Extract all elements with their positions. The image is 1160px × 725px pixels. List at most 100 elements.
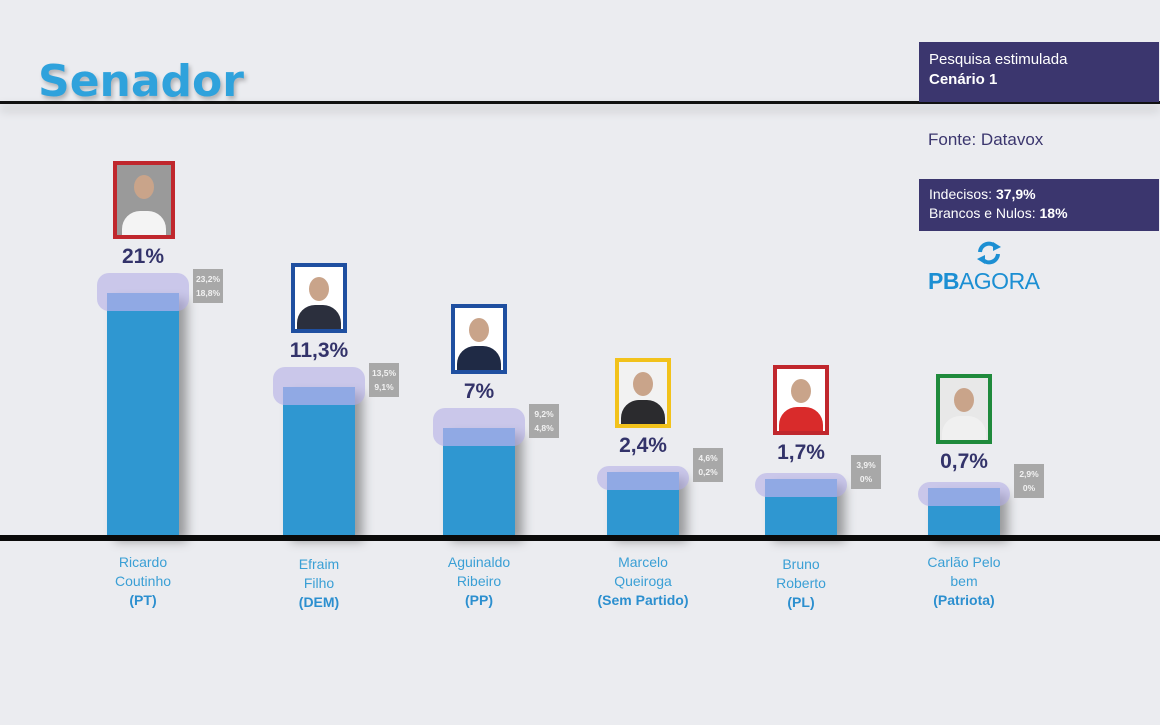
candidate-party: (Sem Partido)	[597, 592, 689, 608]
margin-range-2	[433, 407, 525, 446]
photo-head	[633, 371, 653, 396]
source-label: Fonte: Datavox	[928, 130, 1044, 149]
photo-background	[777, 368, 825, 431]
photo-background	[940, 378, 988, 441]
photo-background	[295, 266, 343, 329]
margin-range-1	[273, 366, 365, 405]
upper-bound-label: 9,2%	[534, 408, 554, 419]
candidate-photo-5	[936, 374, 992, 445]
logo-text: PBAGORA	[928, 268, 1040, 294]
margin-box-5: 2,9% 0%	[1014, 464, 1044, 499]
candidate-first-name: Bruno	[782, 556, 820, 572]
chart-baseline	[0, 535, 1160, 541]
candidate-label-0: Ricardo Coutinho (PT)	[68, 553, 218, 610]
bar-cap-5	[928, 488, 1000, 507]
candidate-first-name: Efraim	[298, 556, 340, 572]
photo-body	[122, 211, 166, 236]
value-label-2: 7%	[463, 379, 495, 403]
refresh-arrows-icon	[977, 241, 1001, 265]
candidate-photo-2	[451, 303, 507, 374]
margin-range-4	[755, 472, 847, 497]
blank-null-row: Brancos e Nulos: 18%	[929, 204, 1149, 223]
photo-head	[469, 317, 489, 342]
margin-box-1: 13,5% 9,1%	[369, 362, 399, 397]
photo-head	[134, 175, 154, 200]
lower-bound-label: 9,1%	[374, 381, 394, 392]
photo-background	[619, 361, 667, 424]
candidate-first-name: Ricardo	[118, 554, 168, 570]
candidate-second-name: Roberto	[776, 575, 826, 591]
margin-range-3	[597, 465, 689, 490]
upper-bound-label: 2,9%	[1019, 469, 1039, 480]
photo-background	[455, 307, 503, 370]
candidate-photo-1	[291, 262, 347, 333]
pbagora-logo: PBAGORA	[928, 240, 1058, 300]
candidate-party: (PP)	[465, 592, 493, 608]
margin-range-5	[918, 482, 1010, 507]
scenario-label: Cenário 1	[929, 71, 998, 88]
photo-body	[457, 345, 501, 370]
bar-cap-0	[107, 293, 179, 312]
lower-bound-label: 0%	[1022, 483, 1036, 494]
bar-2	[443, 427, 515, 535]
header-divider	[0, 101, 1160, 104]
candidate-second-name: Filho	[303, 575, 335, 591]
photo-body	[779, 406, 823, 431]
bar-cap-3	[607, 471, 679, 490]
candidate-label-4: Bruno Roberto (PL)	[726, 555, 876, 612]
lower-bound-label: 18,8%	[195, 288, 221, 299]
photo-body	[942, 416, 986, 441]
candidate-photo-3	[615, 357, 671, 428]
bar-3	[607, 471, 679, 535]
bar-5	[928, 488, 1000, 535]
value-label-4: 1,7%	[777, 440, 825, 464]
undecided-value: 37,9%	[995, 186, 1036, 202]
margin-box-3: 4,6% 0,2%	[693, 447, 723, 482]
photo-head	[309, 276, 329, 301]
photo-body	[297, 304, 341, 329]
upper-bound-label: 4,6%	[698, 452, 718, 463]
lower-bound-label: 0%	[859, 473, 873, 484]
candidate-label-2: Aguinaldo Ribeiro (PP)	[404, 553, 554, 610]
bar-cap-1	[283, 386, 355, 405]
candidate-second-name: Queiroga	[614, 573, 672, 589]
page-title: Senador	[38, 56, 244, 107]
candidate-second-name: Coutinho	[114, 573, 172, 589]
candidate-second-name: Ribeiro	[456, 573, 502, 589]
undecided-panel: Indecisos: 37,9% Brancos e Nulos: 18%	[919, 179, 1159, 231]
candidate-party: (PT)	[129, 592, 157, 608]
survey-info-panel: Pesquisa estimulada Cenário 1	[919, 42, 1159, 102]
candidate-label-5: Carlão Pelo bem (Patriota)	[889, 553, 1039, 610]
upper-bound-label: 13,5%	[371, 367, 397, 378]
survey-type: Pesquisa estimulada	[929, 51, 1068, 68]
bar-0	[107, 293, 179, 535]
bar-cap-2	[443, 427, 515, 446]
upper-bound-label: 23,2%	[195, 274, 221, 285]
value-label-0: 21%	[121, 245, 165, 269]
margin-box-0: 23,2% 18,8%	[193, 269, 223, 304]
candidate-first-name: Marcelo	[618, 554, 668, 570]
candidate-label-1: Efraim Filho (DEM)	[244, 555, 394, 612]
photo-body	[621, 399, 665, 424]
photo-background	[117, 165, 171, 236]
value-label-5: 0,7%	[940, 450, 988, 474]
blank-null-value: 18%	[1039, 205, 1068, 221]
candidate-photo-4	[773, 364, 829, 435]
undecided-label: Indecisos:	[929, 186, 993, 202]
candidate-first-name: Aguinaldo	[447, 554, 511, 570]
bar-4	[765, 478, 837, 535]
candidate-label-3: Marcelo Queiroga (Sem Partido)	[568, 553, 718, 610]
candidate-party: (DEM)	[298, 594, 340, 610]
candidate-first-name: Carlão Pelo	[927, 554, 1001, 570]
bar-cap-4	[765, 478, 837, 497]
photo-head	[954, 388, 974, 413]
candidate-party: (PL)	[787, 594, 815, 610]
lower-bound-label: 0,2%	[698, 466, 718, 477]
margin-range-0	[97, 273, 189, 312]
value-label-1: 11,3%	[289, 338, 349, 362]
blank-null-label: Brancos e Nulos:	[929, 205, 1036, 221]
photo-head	[791, 378, 811, 403]
margin-box-4: 3,9% 0%	[851, 454, 881, 489]
undecided-row: Indecisos: 37,9%	[929, 185, 1149, 204]
